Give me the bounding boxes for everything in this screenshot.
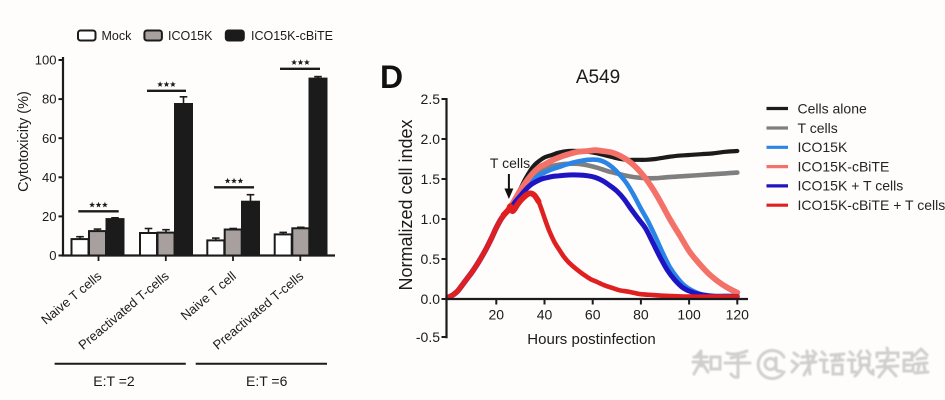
svg-text:2.5: 2.5 [421, 91, 441, 107]
svg-text:ICO15K + T cells: ICO15K + T cells [798, 178, 904, 194]
svg-text:Cells alone: Cells alone [798, 100, 867, 116]
svg-text:Hours postinfection: Hours postinfection [527, 331, 655, 348]
svg-text:1.0: 1.0 [421, 211, 441, 227]
svg-text:20: 20 [489, 307, 505, 323]
svg-text:E:T =6: E:T =6 [246, 373, 288, 389]
svg-text:100: 100 [35, 53, 57, 68]
svg-text:D: D [380, 59, 403, 95]
svg-text:40: 40 [537, 307, 553, 323]
svg-text:E:T =2: E:T =2 [93, 373, 135, 389]
svg-text:20: 20 [42, 209, 56, 224]
svg-text:A549: A549 [576, 67, 620, 88]
svg-text:ICO15K: ICO15K [168, 29, 213, 43]
svg-text:T cells: T cells [490, 155, 530, 171]
svg-text:0.0: 0.0 [421, 291, 441, 307]
svg-text:-0.5: -0.5 [416, 329, 440, 345]
svg-text:0.5: 0.5 [421, 251, 441, 267]
svg-text:1.5: 1.5 [421, 171, 441, 187]
svg-text:ICO15K-cBiTE + T cells: ICO15K-cBiTE + T cells [798, 197, 945, 213]
svg-text:80: 80 [42, 92, 56, 107]
svg-text:60: 60 [585, 307, 601, 323]
svg-text:120: 120 [726, 307, 750, 323]
svg-text:Naive T cells: Naive T cells [38, 268, 105, 327]
svg-text:60: 60 [42, 131, 56, 146]
svg-text:0: 0 [49, 248, 56, 263]
svg-text:ICO15K-cBiTE: ICO15K-cBiTE [251, 29, 333, 43]
svg-text:Naive T cell: Naive T cell [178, 268, 239, 323]
svg-text:T cells: T cells [798, 120, 838, 136]
svg-text:ICO15K: ICO15K [798, 139, 848, 155]
svg-text:100: 100 [677, 307, 701, 323]
svg-text:Cytotoxicity (%): Cytotoxicity (%) [16, 91, 32, 192]
svg-text:ICO15K-cBiTE: ICO15K-cBiTE [798, 158, 890, 174]
svg-text:40: 40 [42, 170, 56, 185]
svg-text:Mock: Mock [102, 29, 133, 43]
svg-text:80: 80 [633, 307, 649, 323]
svg-text:Normalized cell index: Normalized cell index [396, 119, 416, 290]
svg-text:2.0: 2.0 [421, 131, 441, 147]
